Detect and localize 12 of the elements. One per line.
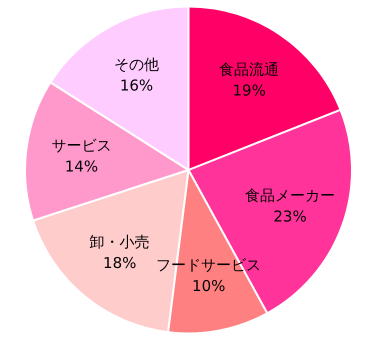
slice-label: フードサービス [156, 256, 262, 274]
data-label: 19% [232, 82, 266, 100]
slice-label: 食品メーカー [245, 186, 336, 204]
data-label: 23% [273, 207, 307, 226]
slice-label: 食品流通 [219, 60, 280, 79]
data-label: 14% [64, 157, 98, 176]
slice-label: サービス [51, 136, 112, 154]
data-label: 16% [120, 76, 154, 94]
slice-label: その他 [114, 55, 160, 74]
slice-label: 卸・小売 [90, 233, 150, 252]
data-label: 18% [103, 254, 136, 272]
data-label: 10% [192, 276, 226, 295]
